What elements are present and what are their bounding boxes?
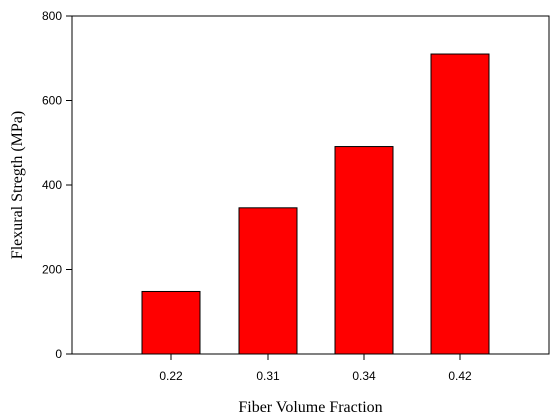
x-axis-title: Fiber Volume Fraction bbox=[238, 399, 382, 416]
bar-0.22 bbox=[141, 290, 201, 355]
y-axis-title: Flexural Stregth (MPa) bbox=[9, 111, 26, 259]
x-tick-label: 0.42 bbox=[448, 369, 472, 383]
bar-0.42 bbox=[430, 53, 490, 355]
bar-0.34 bbox=[334, 146, 394, 355]
y-tick-label: 600 bbox=[42, 94, 62, 108]
bars-group bbox=[141, 53, 490, 355]
x-axis-ticks: 0.22 0.31 0.34 0.42 bbox=[159, 354, 472, 383]
y-tick-label: 400 bbox=[42, 178, 62, 192]
y-tick-label: 800 bbox=[42, 9, 62, 23]
x-tick-label: 0.31 bbox=[256, 369, 280, 383]
bar-0.31 bbox=[238, 207, 298, 355]
x-tick-label: 0.34 bbox=[352, 369, 376, 383]
y-axis-ticks: 0 200 400 600 800 bbox=[42, 9, 72, 361]
x-tick-label: 0.22 bbox=[159, 369, 183, 383]
plot-area-frame bbox=[71, 15, 550, 355]
y-tick-label: 200 bbox=[42, 263, 62, 277]
y-tick-label: 0 bbox=[55, 347, 62, 361]
